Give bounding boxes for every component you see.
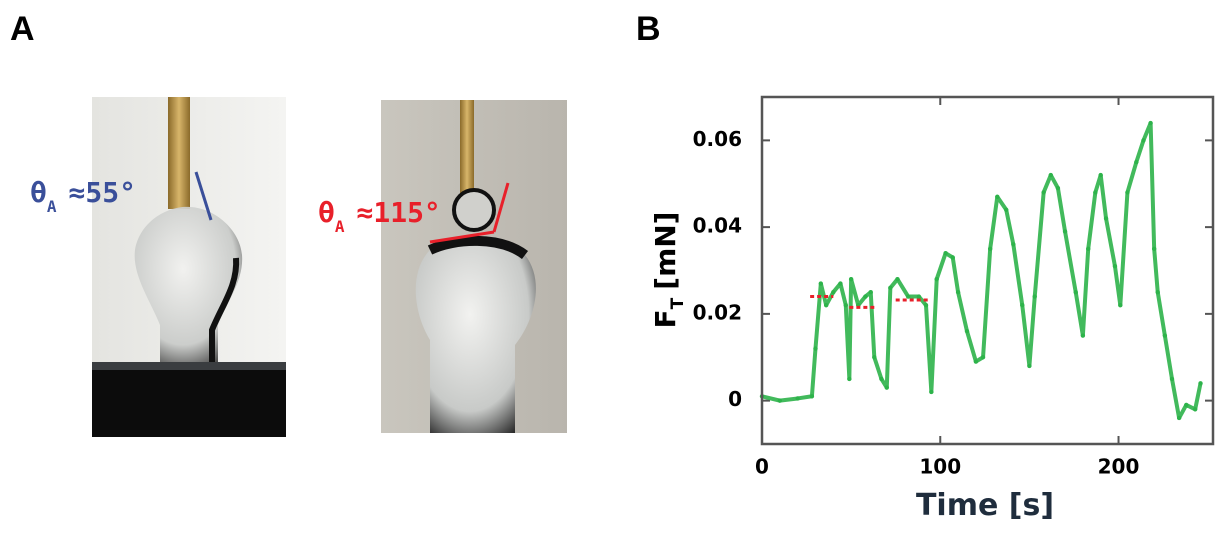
angle-symbol: θ <box>318 196 335 229</box>
data-point <box>1027 363 1032 369</box>
data-point <box>1198 381 1203 386</box>
data-point <box>809 394 815 399</box>
data-point <box>879 376 884 382</box>
angle-subscript: A <box>335 217 345 236</box>
data-point <box>1155 289 1160 295</box>
y-label-unit: [mN] <box>649 212 682 290</box>
data-point <box>1041 190 1046 195</box>
data-point <box>1098 172 1103 178</box>
data-point <box>847 376 852 382</box>
data-point <box>818 281 824 286</box>
data-point <box>1125 190 1130 195</box>
angle-label: θA ≈55° <box>30 176 136 216</box>
data-point <box>868 289 873 295</box>
x-tick-label: 0 <box>755 455 769 479</box>
data-point <box>1073 289 1078 295</box>
y-tick-label: 0.04 <box>693 214 742 238</box>
y-label-subscript: T <box>668 297 688 309</box>
angle-symbol: θ <box>30 176 47 209</box>
x-axis-label: Time [s] <box>916 488 1054 523</box>
data-point <box>895 276 900 282</box>
data-point <box>1048 172 1053 178</box>
data-point <box>795 396 800 401</box>
data-point <box>1020 303 1025 308</box>
data-point <box>950 255 955 260</box>
data-point <box>943 250 948 256</box>
data-point <box>1192 407 1198 412</box>
data-point <box>934 276 939 282</box>
data-point <box>1176 415 1182 421</box>
x-tick-label: 100 <box>919 455 961 479</box>
data-point <box>964 329 970 334</box>
data-point <box>1184 402 1189 408</box>
y-label-symbol: F <box>649 309 682 328</box>
angle-value: ≈55° <box>69 176 136 209</box>
plot-frame <box>760 95 1215 446</box>
y-axis-label: FT [mN] <box>649 212 688 329</box>
data-point <box>995 194 1000 199</box>
data-point <box>1151 246 1157 252</box>
data-point <box>843 303 848 308</box>
data-point <box>1062 229 1068 234</box>
data-point <box>831 289 836 295</box>
data-point <box>1103 216 1109 221</box>
angle-subscript: A <box>47 197 57 216</box>
data-point <box>888 285 893 291</box>
data-point <box>929 389 934 395</box>
data-point <box>1080 333 1086 338</box>
data-point <box>1004 207 1009 212</box>
data-point <box>1112 263 1118 269</box>
data-point <box>1118 303 1123 308</box>
data-point <box>1162 333 1168 338</box>
data-point <box>1093 190 1098 195</box>
data-point <box>1032 294 1037 299</box>
data-point <box>1011 242 1016 247</box>
data-point <box>863 294 868 299</box>
data-point <box>1148 120 1153 126</box>
panel-label: A <box>10 10 35 48</box>
data-point <box>916 294 922 299</box>
y-tick-label: 0.06 <box>693 127 742 151</box>
data-line <box>761 121 1203 420</box>
photo-right <box>381 100 567 433</box>
data-point <box>987 246 993 252</box>
data-point <box>872 355 877 360</box>
data-point <box>1169 376 1175 382</box>
y-tick-label: 0 <box>728 387 742 411</box>
data-point <box>1141 138 1146 143</box>
chart: 0 0.02 0.04 0.06 0 100 200 <box>693 95 1215 479</box>
y-tick-label: 0.02 <box>693 300 742 324</box>
data-point <box>955 289 961 295</box>
data-point <box>884 385 889 390</box>
angle-label: θA ≈115° <box>318 196 441 236</box>
data-point <box>973 359 979 364</box>
data-point <box>838 281 843 286</box>
data-point <box>1086 246 1091 252</box>
data-point <box>823 303 829 308</box>
data-point <box>1055 185 1061 191</box>
angle-value: ≈115° <box>357 196 441 229</box>
data-point <box>813 346 818 351</box>
panel-label: B <box>636 10 661 48</box>
photo-left <box>92 97 286 437</box>
data-point <box>1134 159 1139 165</box>
data-point <box>923 303 929 308</box>
data-point <box>980 355 986 360</box>
x-tick-label: 200 <box>1098 455 1140 479</box>
data-point <box>905 294 911 299</box>
data-point <box>848 276 854 282</box>
data-point <box>777 398 783 403</box>
